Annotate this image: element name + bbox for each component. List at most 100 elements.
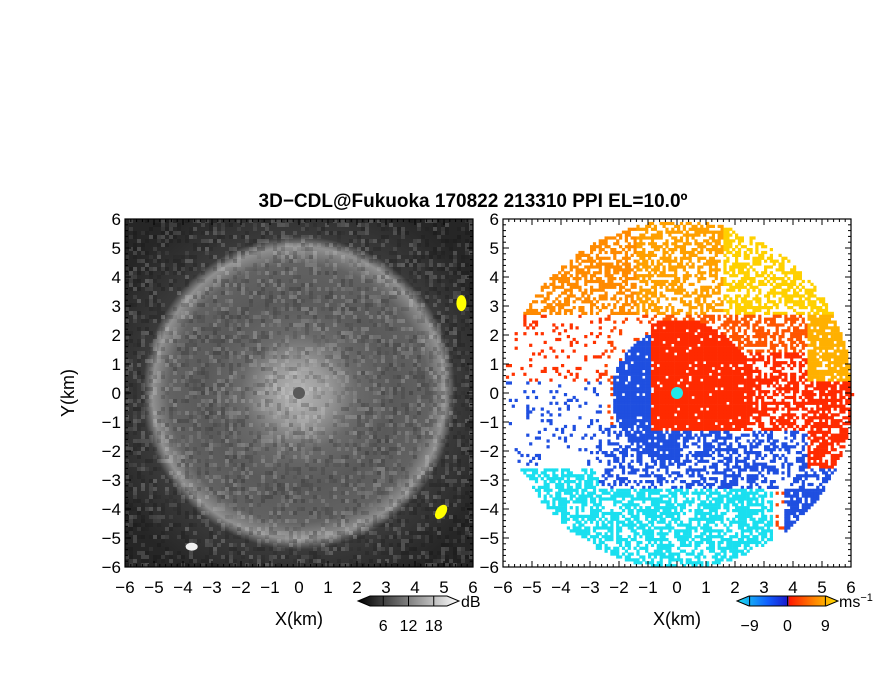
velocity-pixel [627,233,631,237]
velocity-pixel [766,274,771,278]
velocity-pixel [566,300,570,304]
snr-pixel [309,467,313,471]
velocity-pixel [804,306,808,310]
snr-pixel [165,339,169,343]
snr-pixel [229,415,233,419]
snr-pixel [193,511,197,515]
snr-pixel [209,479,213,483]
snr-pixel [253,391,257,395]
snr-pixel [313,563,317,567]
snr-pixel [313,459,317,463]
snr-pixel [321,547,325,551]
snr-pixel [277,435,281,439]
snr-pixel [429,351,433,355]
velocity-pixel [592,245,597,249]
snr-pixel [265,335,269,339]
snr-pixel [153,347,157,351]
velocity-pixel [668,265,672,269]
snr-pixel [345,299,349,303]
snr-pixel [421,311,425,315]
snr-pixel [265,263,269,267]
velocity-pixel [691,227,695,231]
snr-pixel [289,543,293,547]
velocity-pixel [807,279,811,284]
velocity-pixel [645,291,649,295]
snr-pixel [157,243,161,247]
velocity-pixel [752,268,756,272]
snr-pixel [241,391,245,395]
velocity-pixel [746,291,750,295]
snr-pixel [417,527,421,531]
velocity-pixel [578,297,582,301]
velocity-pixel [621,230,626,234]
velocity-pixel [778,253,782,257]
snr-pixel [277,263,281,267]
velocity-pixel [804,297,808,301]
snr-pixel [177,451,181,455]
snr-pixel [437,435,441,439]
snr-pixel [217,495,221,499]
snr-pixel [213,415,217,419]
snr-pixel [245,335,249,339]
snr-pixel [145,387,149,391]
snr-pixel [357,351,361,355]
snr-pixel [305,311,309,315]
snr-pixel [205,375,209,379]
snr-pixel [201,511,205,515]
velocity-pixel [679,288,684,292]
snr-pixel [461,483,465,487]
snr-pixel [281,547,285,551]
snr-pixel [377,479,381,483]
velocity-pixel [737,303,742,307]
snr-pixel [329,315,333,319]
velocity-pixel [764,277,768,281]
snr-pixel [377,247,381,251]
snr-pixel [221,523,225,527]
snr-pixel [249,499,253,503]
snr-pixel [357,363,361,367]
snr-pixel [465,295,469,299]
velocity-pixel [537,294,541,298]
velocity-pixel [630,285,634,289]
velocity-pixel [604,265,608,269]
snr-pixel [445,363,449,367]
snr-pixel [417,523,421,527]
snr-pixel [321,431,325,435]
snr-pixel [253,291,257,295]
snr-pixel [205,391,209,395]
snr-pixel [401,391,405,395]
snr-pixel [409,423,413,427]
snr-pixel [257,279,261,283]
velocity-pixel [708,256,713,260]
snr-pixel [141,407,145,411]
snr-pixel [425,523,429,527]
snr-pixel [189,355,193,359]
snr-pixel [393,355,397,359]
velocity-pixel [764,250,768,255]
snr-pixel [417,307,421,311]
snr-pixel [141,515,145,519]
snr-pixel [433,563,437,567]
snr-pixel [293,447,297,451]
snr-pixel [357,555,361,559]
velocity-pixel [595,271,599,275]
velocity-pixel [778,262,782,266]
velocity-pixel [708,268,713,272]
snr-pixel [369,379,373,383]
velocity-pixel [671,306,675,310]
snr-pixel [345,507,349,511]
velocity-pixel [732,300,736,304]
snr-pixel [133,235,137,239]
velocity-pixel [627,303,631,307]
snr-pixel [277,331,281,335]
snr-pixel [401,351,405,355]
snr-pixel [465,375,469,379]
snr-pixel [221,555,225,559]
snr-pixel [421,431,425,435]
snr-pixel [321,407,325,411]
velocity-pixel [688,250,692,255]
velocity-pixel [668,233,672,237]
velocity-pixel [659,256,663,260]
snr-pixel [357,263,361,267]
snr-pixel [201,327,205,331]
